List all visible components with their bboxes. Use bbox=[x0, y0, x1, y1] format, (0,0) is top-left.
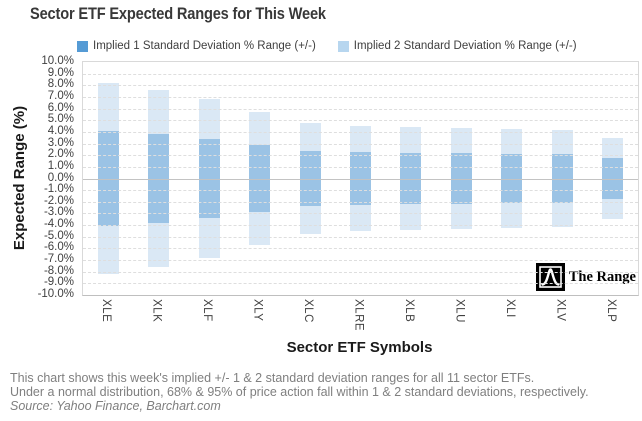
gridline bbox=[83, 236, 638, 238]
legend-item-2sd: Implied 2 Standard Deviation % Range (+/… bbox=[337, 40, 577, 52]
zero-gridline bbox=[83, 178, 638, 180]
y-tick-label: 2.0% bbox=[47, 148, 74, 161]
chart-title: Sector ETF Expected Ranges for This Week bbox=[30, 4, 326, 23]
y-tick-label: 6.0% bbox=[47, 101, 74, 114]
y-tick-label: 0.0% bbox=[47, 171, 74, 184]
gridline bbox=[83, 225, 638, 227]
y-tick-label: -8.0% bbox=[43, 264, 74, 277]
y-tick-label: -9.0% bbox=[43, 276, 74, 289]
y-tick-label: 7.0% bbox=[47, 89, 74, 102]
bar-xlb-1sd bbox=[400, 152, 422, 205]
bar-xlre-1sd bbox=[350, 152, 371, 205]
y-tick-label: 4.0% bbox=[47, 124, 74, 137]
gridline bbox=[83, 201, 638, 203]
legend-label-1sd: Implied 1 Standard Deviation % Range (+/… bbox=[93, 40, 316, 52]
the-range-logo: The Range bbox=[535, 263, 636, 291]
x-tick-label-xlp: XLP bbox=[604, 299, 617, 323]
caption-line-1: This chart shows this week's implied +/-… bbox=[10, 371, 535, 385]
caption-source: Source: Yahoo Finance, Barchart.com bbox=[10, 399, 221, 413]
y-tick-label: -3.0% bbox=[43, 206, 74, 219]
gridline bbox=[83, 85, 638, 87]
gridline bbox=[83, 213, 638, 215]
legend-label-2sd: Implied 2 Standard Deviation % Range (+/… bbox=[353, 40, 577, 52]
x-tick-label-xlb: XLB bbox=[402, 299, 415, 323]
bar-xly-1sd bbox=[249, 145, 271, 212]
x-tick-label-xlc: XLC bbox=[302, 299, 315, 323]
legend-swatch-2sd-icon bbox=[337, 40, 349, 52]
gridline bbox=[83, 120, 638, 122]
y-tick-label: 1.0% bbox=[47, 159, 74, 172]
legend-item-1sd: Implied 1 Standard Deviation % Range (+/… bbox=[77, 40, 316, 52]
gridline bbox=[83, 190, 638, 192]
gridline bbox=[83, 108, 638, 110]
y-tick-label: 9.0% bbox=[47, 66, 74, 79]
x-axis-title: Sector ETF Symbols bbox=[286, 339, 433, 356]
y-tick-label: -2.0% bbox=[43, 194, 74, 207]
bar-xlc-1sd bbox=[299, 150, 321, 207]
x-tick-label-xle: XLE bbox=[100, 299, 113, 323]
y-axis-tick-labels: 10.0% 9.0% 8.0% 7.0% 6.0% 5.0% 4.0% 3.0% 2.0% 1.0… bbox=[0, 55, 77, 300]
bar-xlk-1sd bbox=[148, 134, 170, 223]
gridline bbox=[83, 96, 638, 98]
y-tick-label: 10.0% bbox=[41, 55, 74, 67]
bar-xlp-1sd bbox=[602, 158, 624, 199]
bell-curve-icon bbox=[535, 263, 565, 291]
gridline bbox=[83, 260, 638, 262]
x-tick-label-xlf: XLF bbox=[201, 299, 214, 322]
legend: Implied 1 Standard Deviation % Range (+/… bbox=[77, 39, 637, 53]
y-tick-label: -7.0% bbox=[43, 253, 74, 266]
y-tick-label: -6.0% bbox=[43, 241, 74, 254]
x-tick-label-xly: XLY bbox=[251, 299, 264, 322]
x-tick-label-xlre: XLRE bbox=[352, 299, 365, 332]
legend-swatch-1sd-icon bbox=[77, 40, 88, 52]
gridline bbox=[83, 271, 638, 273]
x-tick-label-xli: XLI bbox=[503, 299, 516, 318]
gridline bbox=[83, 73, 638, 75]
y-tick-label: 3.0% bbox=[47, 136, 74, 149]
y-tick-label: -5.0% bbox=[43, 229, 74, 242]
y-tick-label: 5.0% bbox=[47, 113, 74, 126]
x-tick-label-xlv: XLV bbox=[554, 299, 567, 322]
gridline bbox=[83, 283, 638, 285]
caption-line-2: Under a normal distribution, 68% & 95% o… bbox=[10, 385, 589, 399]
gridline bbox=[83, 143, 638, 145]
plot-area: The Range bbox=[82, 61, 639, 296]
x-tick-label-xlu: XLU bbox=[453, 299, 466, 323]
caption: This chart shows this week's implied +/-… bbox=[10, 371, 589, 413]
y-tick-label: -10.0% bbox=[37, 288, 74, 300]
bar-xlf-1sd bbox=[198, 138, 220, 219]
gridline bbox=[83, 166, 638, 168]
gridline bbox=[83, 155, 638, 157]
gridline bbox=[83, 131, 638, 133]
gridline bbox=[83, 248, 638, 250]
y-tick-label: -1.0% bbox=[43, 183, 74, 196]
y-tick-label: 8.0% bbox=[47, 78, 74, 91]
y-tick-label: -4.0% bbox=[43, 218, 74, 231]
x-tick-label-xlk: XLK bbox=[150, 299, 163, 323]
x-axis-tick-labels: XLE XLK XLF XLY XLC XLRE XLB XLU XLI XLV XLP bbox=[82, 299, 637, 337]
